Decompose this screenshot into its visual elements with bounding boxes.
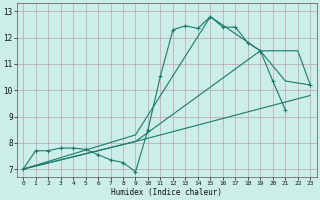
X-axis label: Humidex (Indice chaleur): Humidex (Indice chaleur): [111, 188, 222, 197]
